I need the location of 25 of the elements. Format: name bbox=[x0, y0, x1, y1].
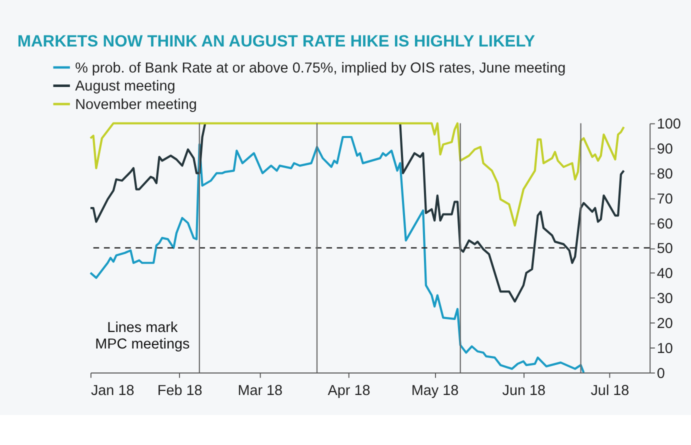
y-tick-label: 100 bbox=[656, 116, 681, 133]
y-tick-label: 70 bbox=[656, 191, 673, 208]
x-tick-label: Jul 18 bbox=[590, 383, 630, 400]
y-tick-label: 10 bbox=[656, 340, 673, 357]
y-tick-label: 90 bbox=[656, 142, 673, 158]
y-tick-label: 0 bbox=[656, 366, 665, 382]
x-tick-label: Apr 18 bbox=[328, 383, 370, 400]
y-tick-label: 20 bbox=[656, 316, 673, 332]
x-tick-label: Feb 18 bbox=[157, 383, 202, 400]
x-tick-label: May 18 bbox=[411, 383, 459, 400]
annotation: Lines mark MPC meetings bbox=[95, 320, 190, 352]
y-tick-label: 40 bbox=[656, 266, 673, 282]
y-tick-label: 80 bbox=[656, 166, 673, 182]
chart-title: MARKETS NOW THINK AN AUGUST RATE HIKE IS HIGHLY LIKELY bbox=[17, 32, 536, 50]
line-series bbox=[89, 136, 585, 374]
y-tick-label: 60 bbox=[656, 216, 673, 232]
y-tick-label: 50 bbox=[656, 241, 673, 258]
x-tick-label: Jan 18 bbox=[90, 383, 134, 400]
legend-label: % prob. of Bank Rate at or above 0.75%, implied by OIS rates, June meeting bbox=[75, 60, 566, 76]
y-tick-label: 30 bbox=[656, 291, 673, 308]
legend-label: August meeting bbox=[75, 78, 176, 95]
x-tick-label: Mar 18 bbox=[238, 383, 283, 400]
x-tick-label: Jun 18 bbox=[502, 383, 546, 400]
legend-label: November meeting bbox=[75, 96, 197, 113]
line-series bbox=[89, 122, 625, 227]
